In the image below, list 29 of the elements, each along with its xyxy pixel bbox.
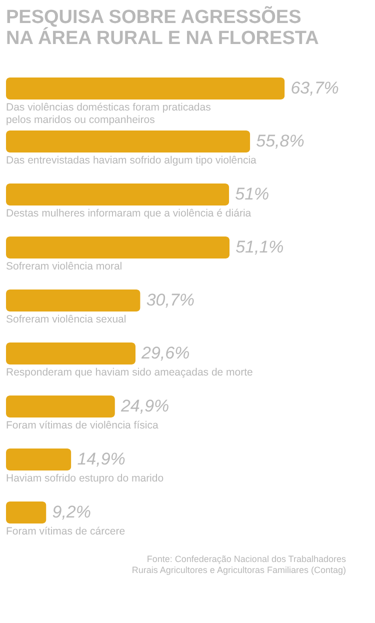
bar [6,236,230,258]
y-tick-label: Sofreram violência sexual [6,314,126,326]
y-tick-label: Destas mulheres informaram que a violência é diária [6,208,252,220]
data-label: 51% [235,184,270,204]
chart-title: PESQUISA SOBRE AGRESSÕES NA ÁREA RURAL E NA FLORESTA [6,6,320,49]
y-tick-label: Foram vítimas de violência física [6,420,158,432]
data-label: 30,7% [146,290,195,310]
y-tick-label: Das entrevistadas haviam sofrido algum tipo violência [6,154,257,166]
bar [6,342,136,364]
data-label: 24,9% [120,396,170,416]
annotation: Fonte: Confederação Nacional dos Trabalhadores Rurais Agricultores e Agricultoras Familiares (Contag) [132,554,346,575]
data-label: 51,1% [236,238,284,256]
bar [6,78,285,100]
data-label: 55,8% [256,132,304,150]
data-label: 9,2% [52,502,91,522]
y-tick-label: Haviam sofrido estupro do marido [6,472,164,484]
y-tick-label: Responderam que haviam sido ameaçadas de morte [6,366,254,378]
bar [6,130,250,152]
bar [6,290,140,312]
bar [6,502,46,524]
bar [6,396,115,418]
data-label: 29,6% [140,344,190,362]
data-label: 63,7% [290,78,339,98]
bar [6,448,72,470]
y-tick-label: Foram vítimas de cárcere [6,526,126,538]
y-tick-label: Das violências domésticas foram praticadas pelos maridos ou companheiros [6,102,211,126]
data-label: 14,9% [77,450,126,468]
y-tick-label: Sofreram violência moral [6,260,122,272]
bar [6,184,230,206]
